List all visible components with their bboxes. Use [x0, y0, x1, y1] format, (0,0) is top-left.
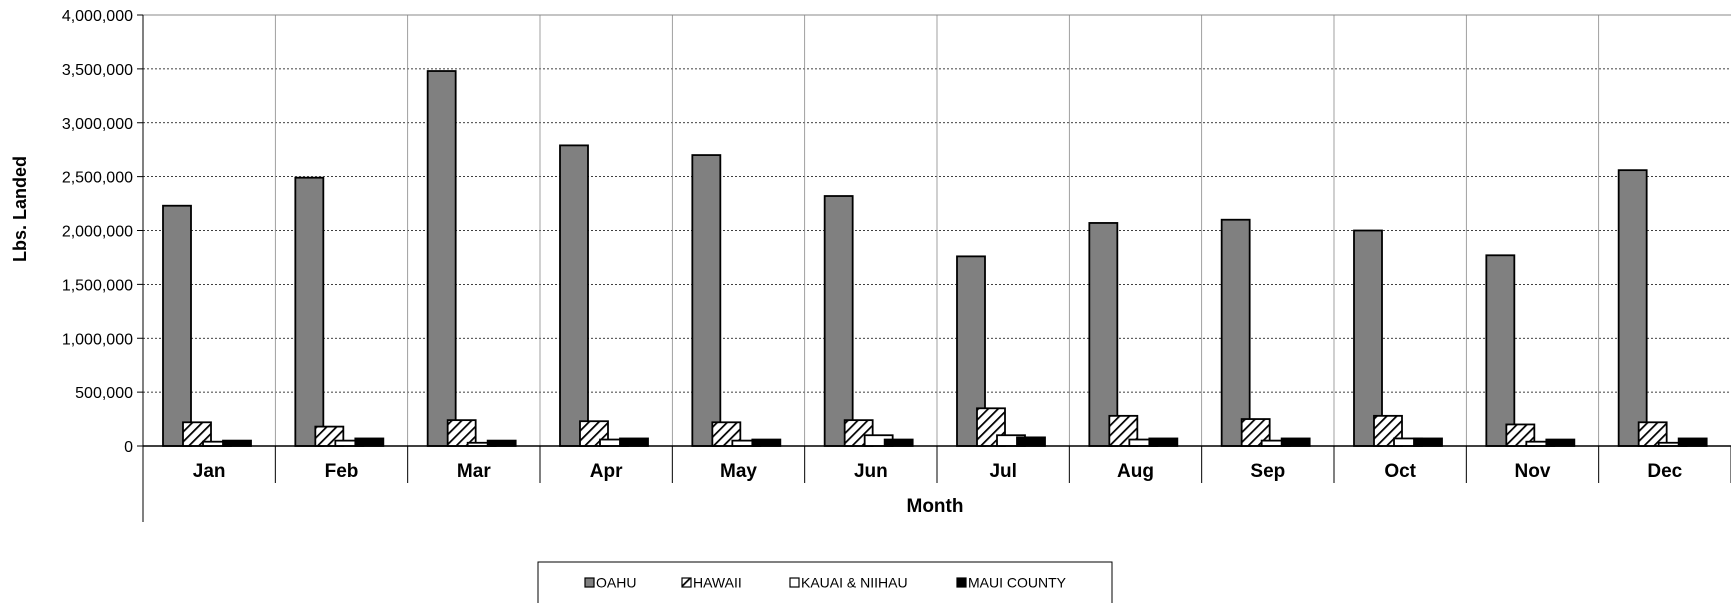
- legend-swatch: [681, 577, 692, 588]
- bar-oahu: [1088, 222, 1119, 447]
- y-axis-title: Lbs. Landed: [10, 156, 30, 262]
- y-tick-label: 1,000,000: [62, 331, 133, 348]
- legend-label: KAUAI & NIIHAU: [801, 575, 908, 591]
- bar-maui-county: [1148, 437, 1179, 447]
- legend-label: OAHU: [596, 575, 636, 591]
- y-tick-label: 1,500,000: [62, 277, 133, 294]
- bar-maui-county: [486, 439, 517, 447]
- x-tick-label: May: [720, 461, 757, 482]
- axes: 0 500,000 1,000,000 1,500,000 2,000,000 2,500…: [62, 8, 1731, 522]
- x-axis-title: Month: [907, 496, 964, 517]
- bar-maui-county: [354, 437, 385, 447]
- bar-maui-county: [1413, 437, 1443, 447]
- bar-oahu: [1353, 229, 1383, 447]
- legend-label: MAUI COUNTY: [968, 575, 1067, 591]
- legend: OAHU HAWAII KAUAI & NIIHAU MAUI COUNTY: [537, 561, 1113, 605]
- bar-maui-county: [1677, 437, 1708, 447]
- y-tick-label: 3,500,000: [62, 62, 133, 79]
- x-tick-label: Jun: [854, 461, 888, 482]
- bar-hawaii: [446, 419, 477, 447]
- bar-maui-county: [1545, 438, 1576, 447]
- bar-maui-county: [751, 438, 782, 447]
- bar-oahu: [691, 154, 722, 447]
- x-tick-label: Oct: [1384, 461, 1416, 482]
- bars: [162, 70, 1708, 447]
- x-tick-label: Aug: [1117, 461, 1154, 482]
- y-tick-label: 4,000,000: [62, 8, 133, 25]
- x-tick-label: Jul: [989, 461, 1016, 482]
- bar-maui-county: [1016, 436, 1046, 447]
- x-tick-label: Mar: [457, 461, 491, 482]
- bar-maui-county: [1280, 437, 1311, 447]
- bar-oahu: [1220, 218, 1251, 447]
- bar-oahu: [294, 176, 325, 447]
- x-tick-label: Feb: [325, 461, 359, 482]
- legend-swatch: [956, 577, 967, 588]
- x-tick-label: Dec: [1647, 461, 1682, 482]
- y-tick-label: 3,000,000: [62, 116, 133, 133]
- bar-oahu: [162, 204, 192, 447]
- bar-maui-county: [883, 438, 914, 447]
- bar-oahu: [1617, 169, 1648, 447]
- bar-hawaii: [1240, 418, 1271, 447]
- legend-swatch: [584, 577, 595, 588]
- x-tick-label: Nov: [1515, 461, 1551, 482]
- x-tick-label: Jan: [193, 461, 226, 482]
- x-tick-label: Sep: [1250, 461, 1285, 482]
- y-tick-label: 0: [124, 439, 133, 456]
- legend-swatch: [789, 577, 800, 588]
- bar-maui-county: [619, 437, 649, 447]
- y-tick-label: 2,500,000: [62, 170, 133, 187]
- y-tick-label: 2,000,000: [62, 224, 133, 241]
- bar-oahu: [1485, 254, 1516, 447]
- legend-label: HAWAII: [693, 575, 742, 591]
- bar-maui-county: [222, 439, 252, 447]
- bar-oahu: [559, 144, 589, 447]
- x-tick-label: Apr: [590, 461, 623, 482]
- grid-lines: [143, 14, 1731, 446]
- bar-oahu: [823, 195, 854, 447]
- bar-oahu: [426, 70, 457, 447]
- y-tick-label: 500,000: [75, 385, 133, 402]
